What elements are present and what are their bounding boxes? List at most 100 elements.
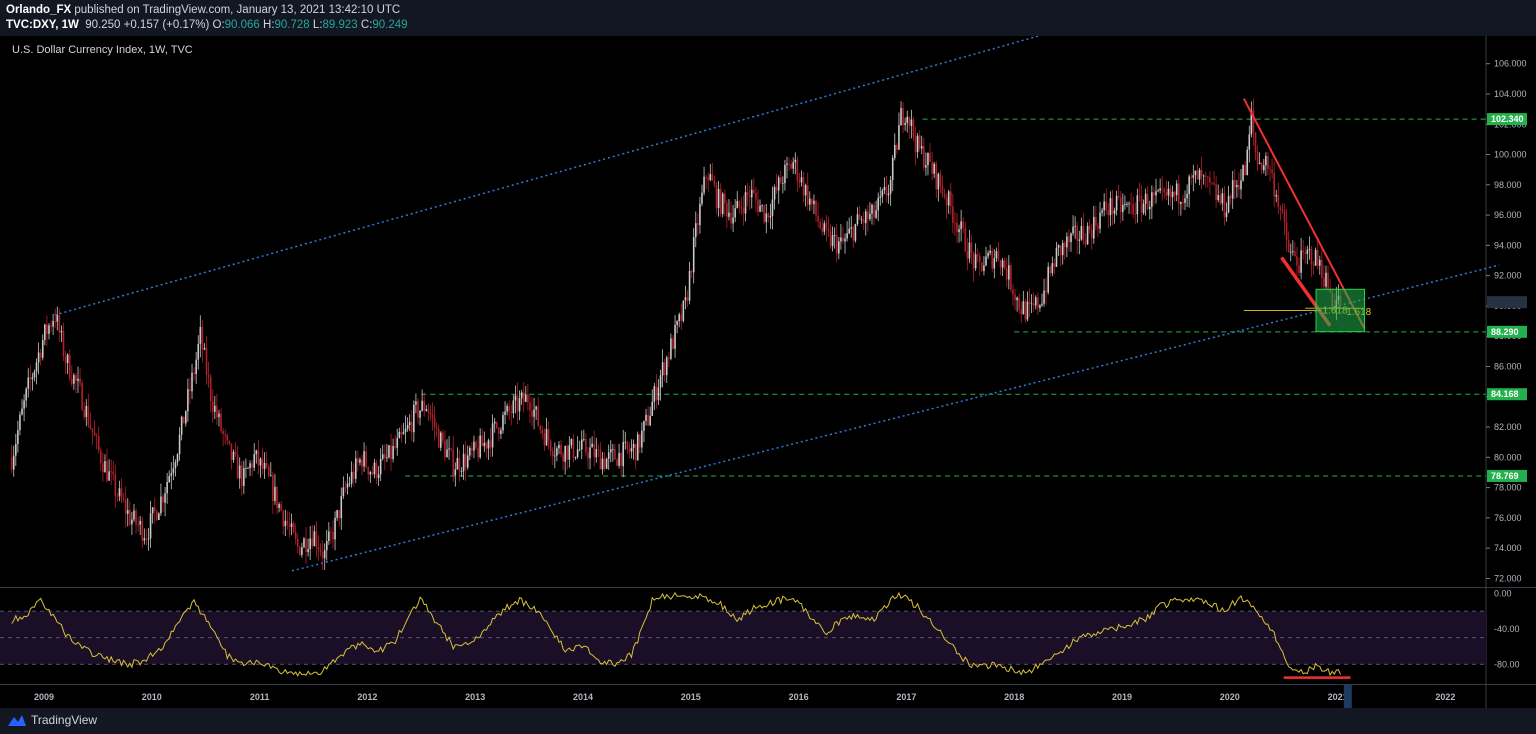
candle-body: [485, 442, 488, 449]
candle-body: [939, 173, 942, 187]
tradingview-logo[interactable]: TradingView: [8, 713, 97, 727]
candle-body: [914, 136, 917, 153]
candle-body: [757, 199, 759, 212]
publisher-name[interactable]: Orlando_FX: [6, 4, 72, 16]
current-time-marker: [1343, 685, 1352, 708]
candle-body: [299, 546, 301, 555]
candle-body: [1244, 165, 1246, 176]
x-tick-label: 2012: [357, 692, 377, 702]
candle-body: [253, 454, 256, 468]
candle-body: [184, 411, 187, 424]
candle-body: [564, 445, 566, 462]
candle-body: [929, 152, 931, 162]
candle-body: [860, 219, 863, 221]
candle-body: [643, 420, 645, 431]
candle-body: [1146, 193, 1149, 210]
x-tick-label: 2010: [142, 692, 162, 702]
candle-body: [808, 198, 811, 205]
candle-body: [214, 405, 216, 412]
candle-body: [1063, 242, 1066, 248]
candle-body: [1252, 110, 1255, 133]
candle-body: [831, 235, 834, 247]
candle-body: [566, 445, 569, 460]
candle-body: [1287, 239, 1290, 253]
candle-body: [469, 447, 471, 456]
candle-body: [522, 392, 525, 402]
x-tick-label: 2021: [1328, 692, 1348, 702]
candle-body: [1119, 197, 1122, 212]
candle-body: [647, 414, 649, 426]
candle-body: [1302, 250, 1304, 253]
target-zone-box: [1315, 288, 1366, 333]
candle-body: [954, 222, 956, 224]
candle-body: [665, 357, 668, 376]
candle-body: [448, 448, 450, 450]
candle-body: [912, 119, 915, 137]
candle-body: [166, 482, 168, 494]
candle-body: [282, 510, 285, 527]
candle-body: [114, 474, 117, 497]
candle-body: [835, 235, 838, 254]
candle-body: [968, 242, 971, 259]
candle-body: [672, 338, 674, 349]
high-label: H:: [263, 19, 275, 31]
candle-body: [533, 409, 535, 417]
chart-svg[interactable]: 106.000104.000102.000100.00098.00096.000…: [0, 36, 1536, 708]
candle-body: [1250, 110, 1253, 135]
candle-body: [595, 449, 598, 458]
candle-body: [1043, 290, 1045, 304]
low-label: L:: [312, 19, 323, 31]
candle-body: [437, 428, 440, 448]
x-tick-label: 2014: [573, 692, 593, 702]
price-tag-bg: [1487, 325, 1527, 338]
candle-body: [782, 183, 784, 184]
candle-body: [116, 496, 119, 497]
y-tick-label: 74.000: [1494, 543, 1522, 553]
candle-body: [908, 116, 911, 126]
candle-body: [663, 362, 666, 376]
candle-body: [910, 119, 913, 126]
candle-body: [1070, 233, 1072, 243]
candle-body: [357, 458, 359, 463]
candle-body: [369, 471, 372, 475]
candle-body: [852, 227, 855, 241]
candle-body: [1207, 176, 1209, 178]
candle-body: [481, 435, 484, 447]
candle-body: [224, 434, 226, 436]
candle-body: [334, 517, 336, 540]
candle-body: [1254, 132, 1257, 153]
candle-body: [867, 211, 869, 220]
candle-body: [106, 461, 108, 481]
x-tick-label: 2022: [1435, 692, 1455, 702]
candle-body: [1082, 226, 1085, 240]
chart-area[interactable]: 106.000104.000102.000100.00098.00096.000…: [0, 36, 1536, 708]
candle-body: [568, 445, 571, 460]
candle-body: [301, 547, 303, 555]
candle-body: [506, 406, 508, 412]
candle-body: [272, 475, 274, 502]
candle-body: [634, 443, 637, 461]
candle-body: [153, 507, 156, 512]
candle-body: [997, 251, 1000, 260]
rsi-band: [0, 611, 1486, 665]
candle-body: [141, 520, 144, 541]
x-tick-label: 2017: [896, 692, 916, 702]
candle-body: [775, 187, 778, 191]
candle-body: [93, 432, 96, 436]
candle-body: [1148, 206, 1151, 210]
candle-body: [804, 185, 807, 196]
candle-body: [589, 447, 591, 459]
candle-body: [100, 450, 102, 464]
candle-body: [23, 400, 25, 409]
candle-body: [873, 204, 875, 218]
candle-body: [1051, 263, 1054, 274]
candle-body: [336, 510, 338, 518]
candle-body: [444, 440, 446, 458]
candle-body: [1093, 216, 1095, 239]
candle-body: [1144, 193, 1147, 204]
candle-body: [39, 352, 42, 358]
candle-body: [1072, 226, 1074, 234]
candle-body: [510, 411, 513, 414]
candle-body: [999, 259, 1002, 268]
candle-body: [983, 265, 985, 272]
